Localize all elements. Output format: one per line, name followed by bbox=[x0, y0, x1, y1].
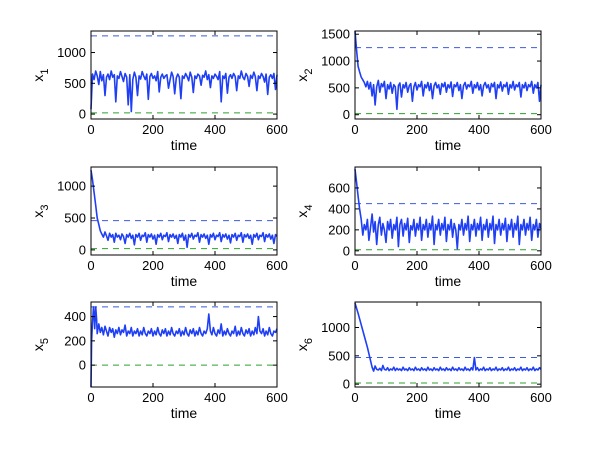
series-line bbox=[354, 169, 542, 250]
axes-frame bbox=[354, 30, 542, 120]
x-tick-label: 400 bbox=[468, 258, 490, 273]
x-axis-title: time bbox=[171, 137, 198, 153]
y-tick-label: 0 bbox=[79, 358, 86, 373]
x-axis-title: time bbox=[435, 273, 462, 289]
y-axis-title-subscript: 5 bbox=[39, 338, 51, 344]
y-axis-title-main: x bbox=[30, 344, 46, 351]
y-axis-title-main: x bbox=[294, 211, 310, 218]
x-tick-label: 600 bbox=[530, 390, 552, 405]
x-tick-label: 0 bbox=[351, 122, 358, 137]
x-tick-label: 600 bbox=[266, 122, 288, 137]
y-axis-title-subscript: 6 bbox=[303, 338, 315, 344]
y-axis-title-subscript: 1 bbox=[39, 68, 51, 74]
y-tick-label: 1500 bbox=[321, 27, 350, 42]
y-tick-label: 400 bbox=[328, 201, 350, 216]
x-tick-label: 0 bbox=[351, 258, 358, 273]
series-line bbox=[90, 170, 278, 249]
x-tick-label: 600 bbox=[266, 390, 288, 405]
y-axis-title-subscript: 4 bbox=[303, 204, 315, 210]
y-axis-title-subscript: 2 bbox=[303, 68, 315, 74]
x-tick-label: 400 bbox=[204, 122, 226, 137]
x-tick-label: 600 bbox=[530, 258, 552, 273]
series-line bbox=[90, 306, 278, 388]
y-axis-title: x4 bbox=[294, 204, 315, 217]
y-tick-label: 1000 bbox=[57, 45, 86, 60]
subplot-5: 0 200 400 600 0 200 400 time x5 bbox=[30, 301, 288, 421]
axes-frame bbox=[90, 166, 278, 256]
y-tick-label: 1000 bbox=[321, 54, 350, 69]
series-line bbox=[354, 302, 542, 372]
subplot-2: 0 200 400 600 0 500 1000 1500 time x2 bbox=[294, 27, 552, 153]
y-axis-title-subscript: 3 bbox=[39, 204, 51, 210]
y-tick-label: 200 bbox=[328, 222, 350, 237]
series-line bbox=[354, 30, 542, 111]
y-tick-label: 500 bbox=[328, 348, 350, 363]
axes-frame bbox=[354, 166, 542, 256]
x-tick-label: 600 bbox=[530, 122, 552, 137]
axes-frame bbox=[354, 301, 542, 388]
y-tick-label: 500 bbox=[328, 80, 350, 95]
x-tick-label: 200 bbox=[142, 390, 164, 405]
y-tick-label: 200 bbox=[64, 333, 86, 348]
x-tick-label: 0 bbox=[87, 390, 94, 405]
y-tick-label: 0 bbox=[79, 242, 86, 257]
x-tick-label: 400 bbox=[204, 390, 226, 405]
x-tick-label: 400 bbox=[468, 122, 490, 137]
axes-frame bbox=[90, 301, 278, 388]
y-tick-label: 0 bbox=[79, 107, 86, 122]
subplot-6: 0 200 400 600 0 500 1000 time x6 bbox=[294, 301, 552, 421]
y-tick-label: 500 bbox=[64, 211, 86, 226]
x-tick-label: 200 bbox=[406, 390, 428, 405]
y-axis-title-main: x bbox=[294, 344, 310, 351]
axes-frame bbox=[90, 30, 278, 120]
x-axis-title: time bbox=[171, 273, 198, 289]
y-tick-label: 1000 bbox=[57, 179, 86, 194]
y-axis-title: x1 bbox=[30, 68, 51, 81]
x-tick-label: 400 bbox=[468, 390, 490, 405]
x-tick-label: 200 bbox=[142, 122, 164, 137]
x-tick-label: 400 bbox=[204, 258, 226, 273]
y-tick-label: 600 bbox=[328, 180, 350, 195]
y-axis-title: x5 bbox=[30, 338, 51, 351]
y-axis-title: x3 bbox=[30, 204, 51, 217]
y-axis-title-main: x bbox=[30, 211, 46, 218]
x-axis-title: time bbox=[435, 137, 462, 153]
x-tick-label: 200 bbox=[142, 258, 164, 273]
y-tick-label: 0 bbox=[343, 107, 350, 122]
y-axis-title-main: x bbox=[30, 75, 46, 82]
y-axis-title-main: x bbox=[294, 75, 310, 82]
x-tick-label: 600 bbox=[266, 258, 288, 273]
series-line bbox=[90, 70, 278, 113]
y-axis-title: x6 bbox=[294, 338, 315, 351]
x-tick-label: 200 bbox=[406, 258, 428, 273]
subplot-4: 0 200 400 600 0 200 400 600 time x4 bbox=[294, 166, 552, 289]
x-tick-label: 0 bbox=[87, 258, 94, 273]
y-tick-label: 500 bbox=[64, 76, 86, 91]
x-axis-title: time bbox=[171, 405, 198, 421]
x-tick-label: 200 bbox=[406, 122, 428, 137]
y-tick-label: 1000 bbox=[321, 320, 350, 335]
x-axis-title: time bbox=[435, 405, 462, 421]
y-tick-label: 400 bbox=[64, 309, 86, 324]
x-tick-label: 0 bbox=[351, 390, 358, 405]
subplot-3: 0 200 400 600 0 500 1000 time x3 bbox=[30, 166, 288, 289]
y-tick-label: 0 bbox=[343, 243, 350, 258]
y-tick-label: 0 bbox=[343, 377, 350, 392]
x-tick-label: 0 bbox=[87, 122, 94, 137]
subplot-1: 0 200 400 600 0 500 1000 time x1 bbox=[30, 30, 288, 153]
y-axis-title: x2 bbox=[294, 68, 315, 81]
